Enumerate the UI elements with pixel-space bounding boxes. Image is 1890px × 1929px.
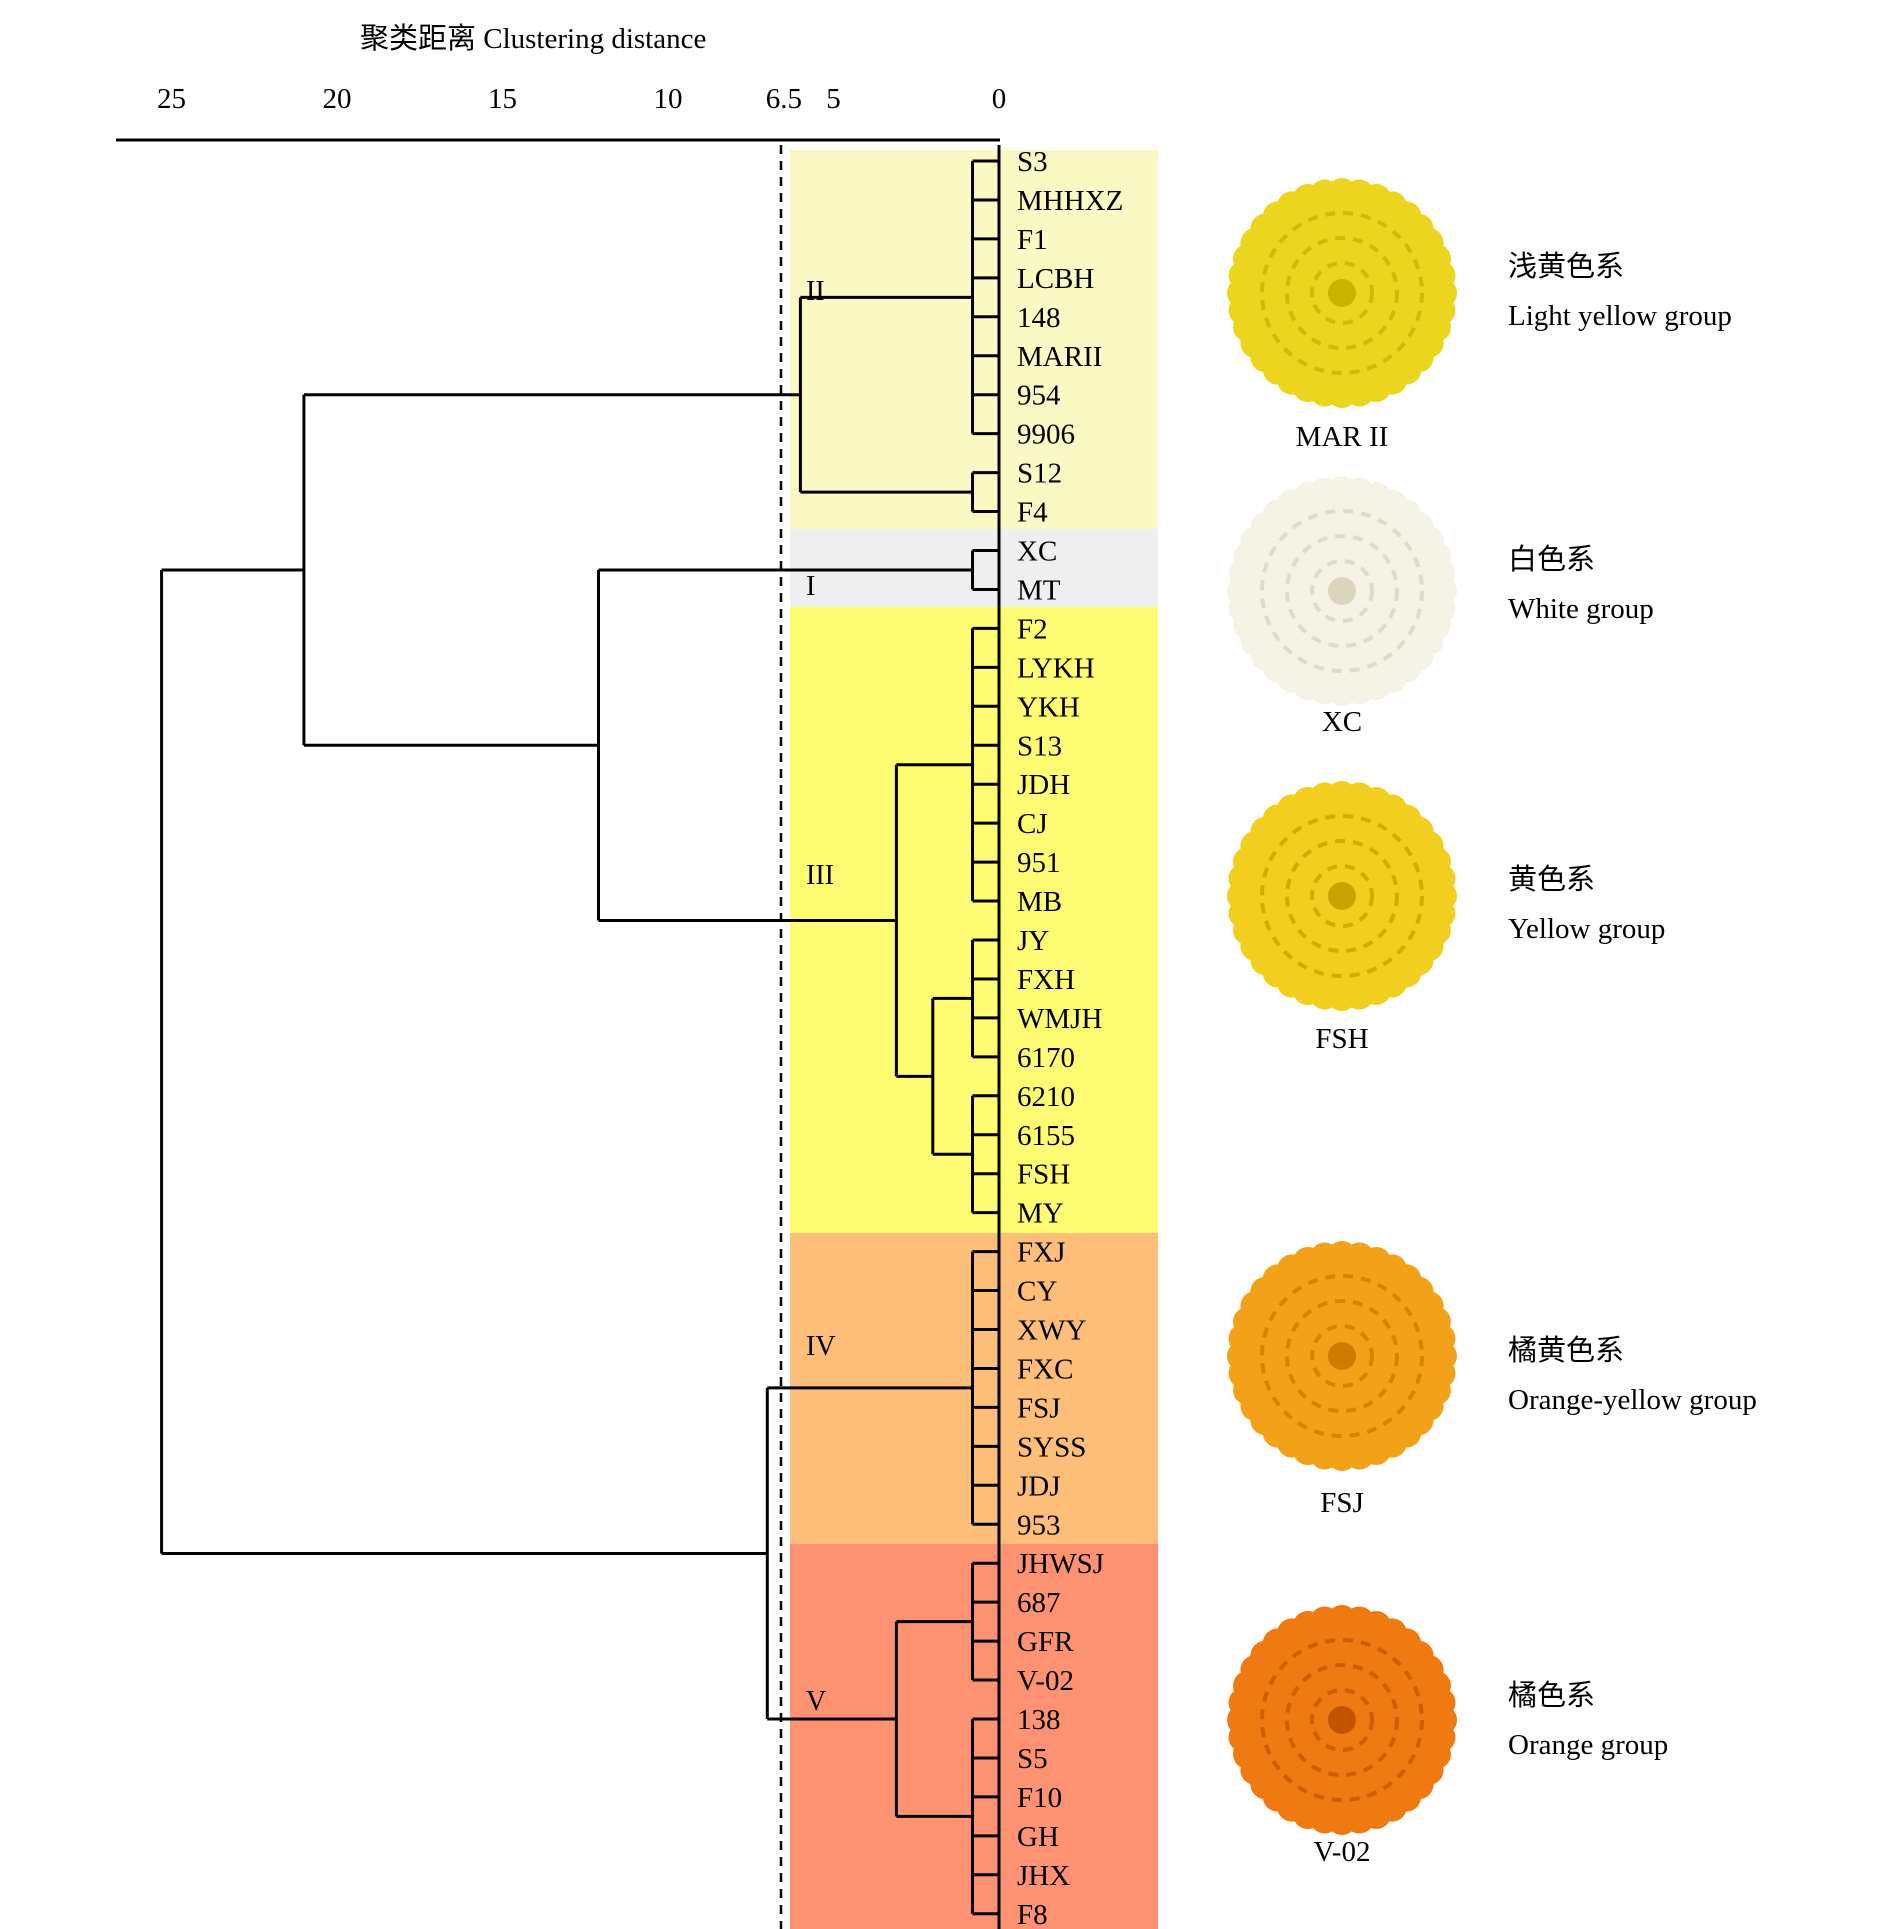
leaf-label: 9906 xyxy=(1017,419,1075,451)
leaf-label: JHX xyxy=(1017,1860,1070,1892)
leaf-label: FXJ xyxy=(1017,1237,1065,1269)
leaf-label: 6210 xyxy=(1017,1081,1075,1113)
flower-photo xyxy=(1227,476,1457,706)
leaf-label: CJ xyxy=(1017,808,1048,840)
photo-caption: XC xyxy=(1322,706,1362,738)
leaf-label: 6155 xyxy=(1017,1120,1075,1152)
tick-label: 10 xyxy=(654,83,683,115)
photo-caption: FSH xyxy=(1315,1023,1368,1055)
tick-label: 15 xyxy=(488,83,517,115)
group-name-en: Light yellow group xyxy=(1508,300,1732,332)
leaf-label: JY xyxy=(1017,925,1049,957)
cluster-numeral: II xyxy=(806,276,825,307)
leaf-label: S13 xyxy=(1017,730,1062,762)
group-name-zh: 橘黄色系 xyxy=(1508,1334,1624,1367)
leaf-label: 687 xyxy=(1017,1587,1061,1619)
leaf-label: 6170 xyxy=(1017,1042,1075,1074)
leaf-label: GH xyxy=(1017,1821,1059,1853)
leaf-label: MB xyxy=(1017,886,1062,918)
cluster-numeral: IV xyxy=(806,1331,836,1362)
group-name-zh: 白色系 xyxy=(1508,543,1595,576)
leaf-label: FSH xyxy=(1017,1159,1070,1191)
leaf-label: 148 xyxy=(1017,302,1061,334)
leaf-label: WMJH xyxy=(1017,1003,1102,1035)
leaf-label: FSJ xyxy=(1017,1392,1061,1424)
leaf-label: F1 xyxy=(1017,224,1048,256)
photo-caption: FSJ xyxy=(1320,1487,1364,1519)
tick-label: 0 xyxy=(992,83,1007,115)
leaf-label: FXH xyxy=(1017,964,1075,996)
group-name-en: Yellow group xyxy=(1508,913,1665,945)
leaf-label: LYKH xyxy=(1017,652,1095,684)
group-name-en: Orange group xyxy=(1508,1729,1668,1761)
leaf-label: YKH xyxy=(1017,691,1080,723)
leaf-label: 953 xyxy=(1017,1509,1061,1541)
leaf-label: MHHXZ xyxy=(1017,185,1123,217)
leaf-label: S12 xyxy=(1017,458,1062,490)
cluster-numeral: I xyxy=(806,571,815,602)
cluster-numeral: V xyxy=(806,1686,826,1717)
photo-caption: V-02 xyxy=(1314,1836,1371,1868)
leaf-label: F2 xyxy=(1017,613,1048,645)
photo-caption: MAR II xyxy=(1296,421,1389,453)
tick-label: 5 xyxy=(826,83,841,115)
group-name-zh: 浅黄色系 xyxy=(1508,250,1624,283)
leaf-label: LCBH xyxy=(1017,263,1094,295)
leaf-label: F4 xyxy=(1017,497,1048,529)
dendrogram-tree xyxy=(160,159,999,1916)
leaf-label: MARII xyxy=(1017,341,1102,373)
leaf-label: XC xyxy=(1017,536,1057,568)
tick-label: 20 xyxy=(323,83,352,115)
leaf-label: SYSS xyxy=(1017,1431,1086,1463)
axis-ticks: 25 20 15 10 6.5 5 0 xyxy=(157,83,1006,115)
leaf-label: 138 xyxy=(1017,1704,1061,1736)
leaf-label: JDH xyxy=(1017,769,1070,801)
group-name-en: White group xyxy=(1508,593,1654,625)
leaf-label: GFR xyxy=(1017,1626,1074,1658)
leaf-label: XWY xyxy=(1017,1315,1086,1347)
axis-title: 聚类距离 Clustering distance xyxy=(360,22,706,55)
group-name-zh: 黄色系 xyxy=(1508,863,1595,896)
tick-label: 6.5 xyxy=(766,83,802,115)
flower-photos: MAR II 浅黄色系 Light yellow group XC 白色系 White g… xyxy=(1227,178,1757,1868)
leaf-label: S5 xyxy=(1017,1743,1048,1775)
flower-photo xyxy=(1227,178,1457,408)
leaf-label: V-02 xyxy=(1017,1665,1074,1697)
leaf-label: JHWSJ xyxy=(1017,1548,1104,1580)
leaf-label: MT xyxy=(1017,574,1061,606)
leaf-label: F8 xyxy=(1017,1899,1048,1929)
leaf-labels: S3 MHHXZ F1 LCBH 148 MARII 954 9906 S12 F4 XC MT F2 L… xyxy=(1017,146,1123,1929)
leaf-label: MY xyxy=(1017,1198,1064,1230)
tick-label: 25 xyxy=(157,83,186,115)
cluster-numeral: III xyxy=(806,860,834,891)
leaf-label: FXC xyxy=(1017,1353,1073,1385)
flower-photo xyxy=(1227,781,1457,1011)
leaf-label: JDJ xyxy=(1017,1470,1061,1502)
flower-photo xyxy=(1227,1605,1457,1835)
group-name-en: Orange-yellow group xyxy=(1508,1384,1757,1416)
leaf-label: CY xyxy=(1017,1276,1057,1308)
leaf-label: S3 xyxy=(1017,146,1048,178)
leaf-label: 951 xyxy=(1017,847,1061,879)
group-name-zh: 橘色系 xyxy=(1508,1679,1595,1712)
flower-photo xyxy=(1227,1241,1457,1471)
leaf-label: 954 xyxy=(1017,380,1061,412)
leaf-label: F10 xyxy=(1017,1782,1062,1814)
